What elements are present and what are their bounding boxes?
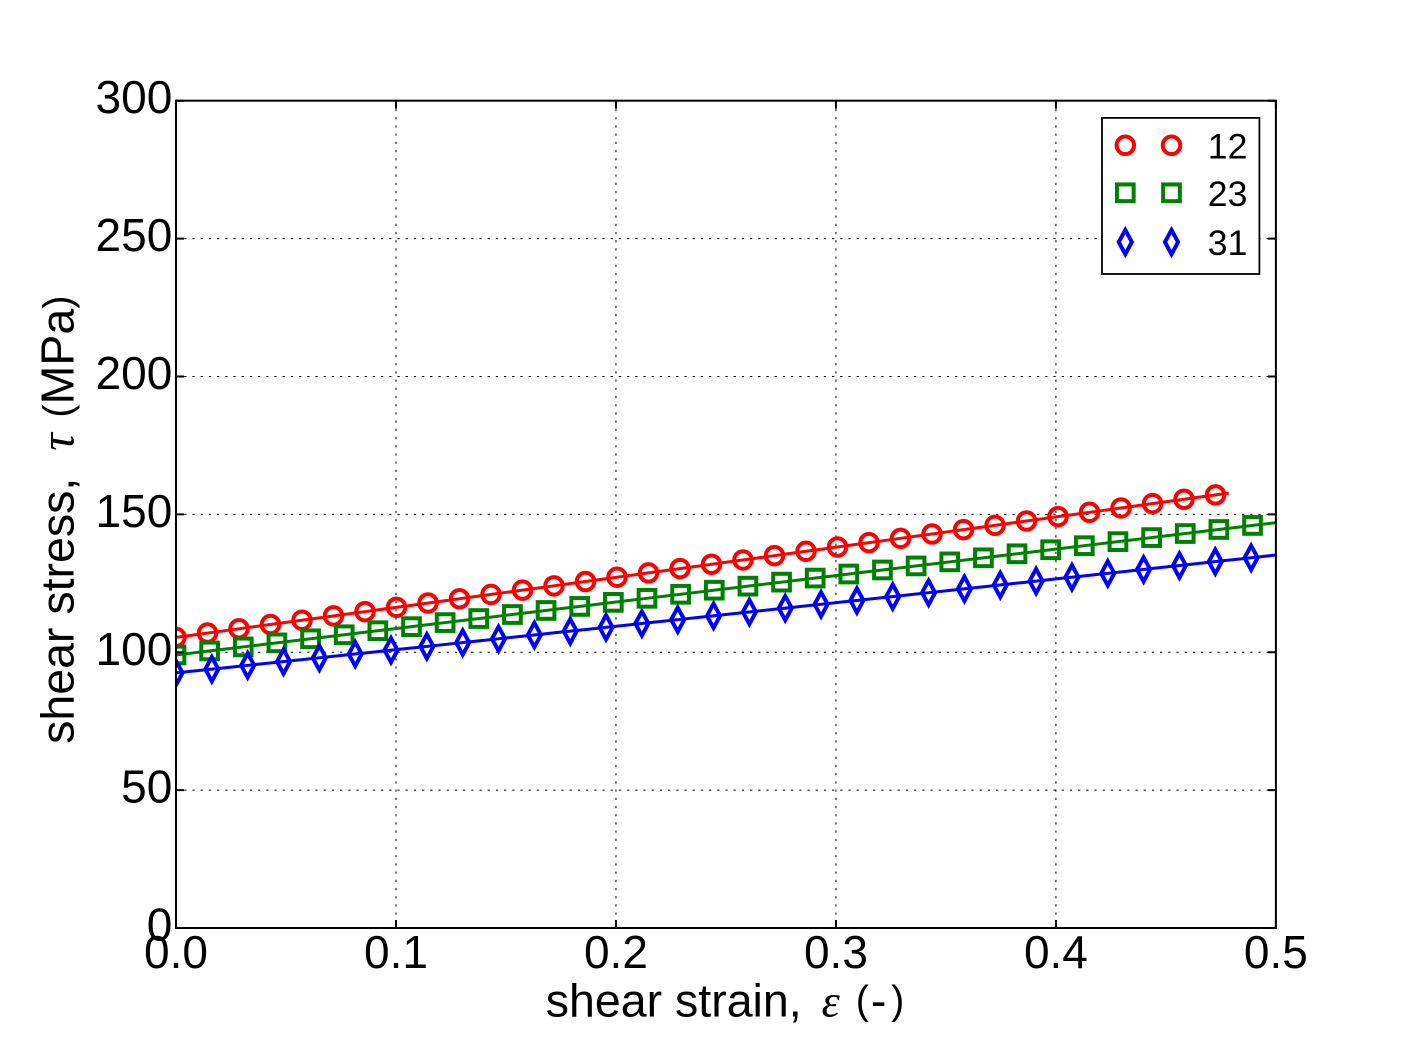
svg-text:50: 50 bbox=[121, 761, 172, 813]
svg-text:0: 0 bbox=[147, 899, 173, 951]
svg-text:150: 150 bbox=[96, 485, 173, 537]
svg-text:250: 250 bbox=[96, 209, 173, 261]
svg-text:100: 100 bbox=[96, 623, 173, 675]
svg-text:12: 12 bbox=[1208, 126, 1248, 166]
svg-text:31: 31 bbox=[1208, 223, 1248, 263]
svg-text:300: 300 bbox=[96, 71, 173, 123]
svg-text:0.4: 0.4 bbox=[1024, 926, 1088, 978]
svg-text:0.0: 0.0 bbox=[144, 926, 208, 978]
svg-text:shear stress, τ(MPa): shear stress, τ(MPa) bbox=[30, 296, 85, 744]
svg-text:200: 200 bbox=[96, 347, 173, 399]
svg-text:23: 23 bbox=[1208, 174, 1248, 214]
svg-text:0.1: 0.1 bbox=[364, 926, 428, 978]
svg-text:0.5: 0.5 bbox=[1244, 926, 1308, 978]
svg-text:0.3: 0.3 bbox=[804, 926, 868, 978]
svg-text:0.2: 0.2 bbox=[584, 926, 648, 978]
